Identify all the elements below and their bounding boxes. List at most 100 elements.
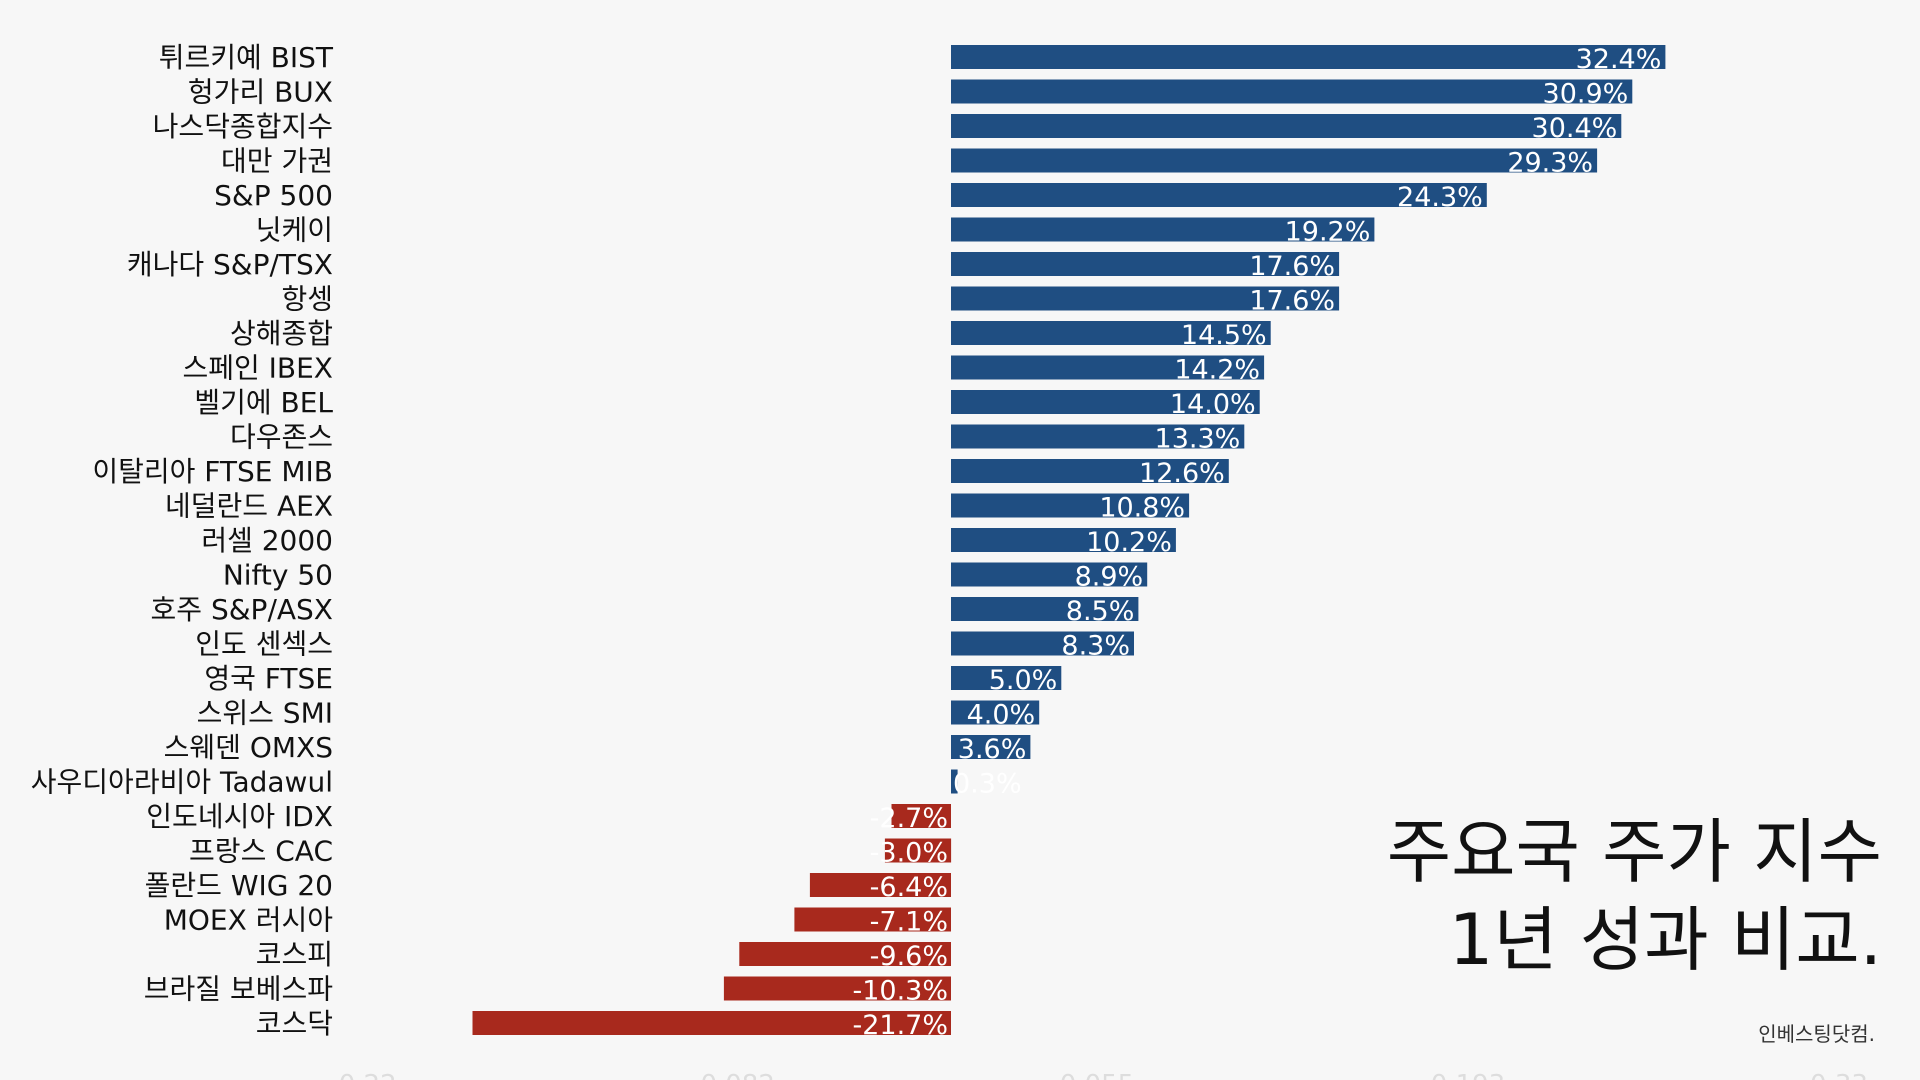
- value-label: -9.6%: [870, 941, 948, 972]
- value-label: 10.2%: [1086, 527, 1172, 558]
- bar: [951, 148, 1598, 173]
- bar: [951, 424, 1245, 449]
- category-label: 캐나다 S&P/TSX: [127, 248, 333, 281]
- x-tick-label: 0.33: [1810, 1070, 1868, 1080]
- category-label: 항셍: [281, 283, 333, 316]
- bar: [951, 631, 1134, 656]
- value-label: 8.3%: [1061, 631, 1130, 662]
- value-label: -10.3%: [852, 976, 948, 1007]
- category-label: S&P 500: [214, 179, 333, 212]
- bar: [951, 45, 1666, 69]
- chart-title-line-2: 1년 성과 비교.: [1448, 899, 1882, 981]
- category-label: 인도네시아 IDX: [146, 800, 333, 833]
- value-label: 30.9%: [1543, 79, 1629, 110]
- bar: [951, 79, 1633, 104]
- category-label: 코스피: [256, 938, 333, 971]
- category-label: Nifty 50: [223, 559, 333, 592]
- value-label: -21.7%: [852, 1010, 948, 1041]
- value-label: 14.0%: [1170, 389, 1256, 420]
- value-label: 0.3%: [953, 769, 1022, 800]
- chart-title-line-1: 주요국 주가 지수: [1386, 811, 1882, 893]
- bar: [951, 321, 1271, 345]
- value-label: 32.4%: [1576, 44, 1662, 75]
- value-label: 24.3%: [1397, 182, 1483, 213]
- bar: [951, 286, 1340, 311]
- category-label: 나스닥종합지수: [153, 110, 333, 143]
- source-credit: 인베스팅닷컴.: [1758, 1022, 1875, 1046]
- bar: [951, 355, 1265, 380]
- bar: [951, 700, 1040, 725]
- category-label: 튀르키예 BIST: [159, 41, 334, 74]
- category-label: 헝가리 BUX: [188, 76, 333, 109]
- bar: [472, 1011, 951, 1035]
- category-label: 다우존스: [230, 421, 333, 454]
- value-label: 3.6%: [958, 734, 1027, 765]
- value-label: 8.9%: [1075, 562, 1144, 593]
- category-label: 벨기에 BEL: [194, 386, 333, 419]
- value-label: 12.6%: [1139, 458, 1225, 489]
- value-labels: 32.4%30.9%30.4%29.3%24.3%19.2%17.6%17.6%…: [852, 44, 1661, 1041]
- category-label: 스위스 SMI: [197, 697, 333, 730]
- bar: [951, 390, 1260, 414]
- bar: [951, 183, 1487, 207]
- category-label: 스웨덴 OMXS: [164, 731, 333, 764]
- x-tick-label: 0.055: [1060, 1070, 1134, 1080]
- bar: [951, 493, 1190, 518]
- category-label: 폴란드 WIG 20: [145, 869, 333, 902]
- value-label: -6.4%: [870, 872, 948, 903]
- value-label: -7.1%: [870, 907, 948, 938]
- bar: [809, 873, 951, 897]
- value-label: 14.2%: [1174, 355, 1260, 386]
- bar: [951, 562, 1148, 587]
- bar: [951, 735, 1031, 759]
- value-label: 13.3%: [1155, 424, 1241, 455]
- category-label: MOEX 러시아: [164, 904, 333, 937]
- bar: [794, 907, 951, 932]
- value-label: 17.6%: [1249, 251, 1335, 282]
- bar: [884, 838, 952, 863]
- bar: [951, 666, 1062, 690]
- x-tick-label: -0.082: [691, 1070, 775, 1080]
- category-label: 코스닥: [256, 1007, 333, 1040]
- category-label: 프랑스 CAC: [189, 835, 333, 868]
- bar: [951, 597, 1139, 621]
- chart-title: 주요국 주가 지수 1년 성과 비교.: [1387, 808, 1882, 984]
- category-label: 러셀 2000: [201, 524, 333, 557]
- value-label: 8.5%: [1066, 596, 1135, 627]
- x-axis-ticks: -0.22 -0.082 0.055 0.193 0.33: [329, 1070, 1868, 1080]
- bar: [951, 459, 1229, 483]
- value-label: -3.0%: [870, 838, 948, 869]
- value-label: 19.2%: [1285, 217, 1371, 248]
- value-label: 10.8%: [1099, 493, 1185, 524]
- category-label: 대만 가권: [221, 145, 333, 178]
- value-label: -2.7%: [870, 803, 948, 834]
- category-label: 영국 FTSE: [204, 662, 333, 695]
- x-tick-label: 0.193: [1431, 1070, 1505, 1080]
- category-label: 호주 S&P/ASX: [151, 593, 333, 626]
- value-label: 14.5%: [1181, 320, 1267, 351]
- value-label: 29.3%: [1507, 148, 1593, 179]
- category-label: 사우디아라비아 Tadawul: [31, 766, 333, 799]
- category-label: 브라질 보베스파: [144, 973, 333, 1006]
- bar: [739, 942, 951, 966]
- bars: [472, 45, 1666, 1035]
- bar: [951, 114, 1622, 138]
- value-label: 17.6%: [1249, 286, 1335, 317]
- x-tick-label: -0.22: [329, 1070, 396, 1080]
- category-label: 스페인 IBEX: [182, 352, 333, 385]
- value-label: 30.4%: [1532, 113, 1618, 144]
- bar: [891, 804, 951, 828]
- category-label: 네덜란드 AEX: [165, 490, 333, 523]
- bar: [723, 976, 951, 1001]
- category-label: 이탈리아 FTSE MIB: [92, 455, 333, 488]
- bar: [951, 252, 1340, 276]
- bar: [951, 217, 1375, 242]
- bar: [951, 528, 1176, 552]
- value-label: 5.0%: [989, 665, 1058, 696]
- bar: [951, 769, 958, 794]
- category-label: 닛케이: [256, 214, 333, 247]
- value-label: 4.0%: [967, 700, 1036, 731]
- category-label: 인도 센섹스: [195, 628, 333, 661]
